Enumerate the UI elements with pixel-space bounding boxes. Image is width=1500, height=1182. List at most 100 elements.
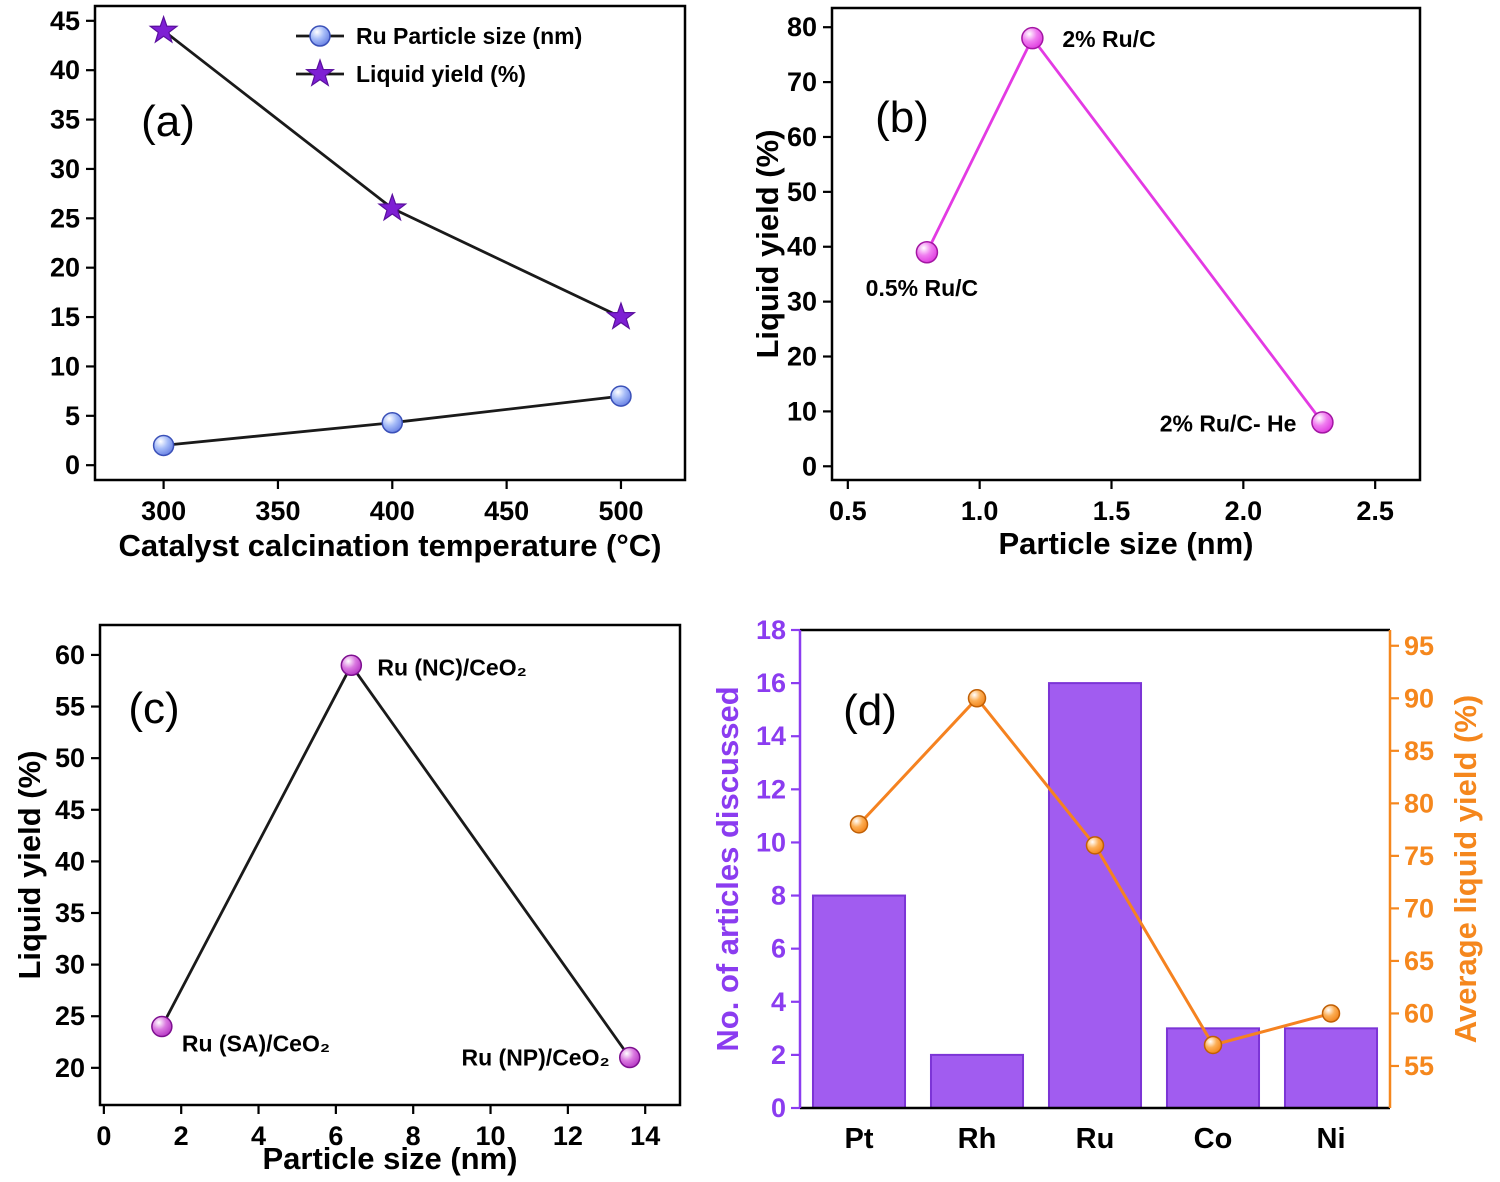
- left-tick-label: 4: [771, 987, 786, 1017]
- y-tick-label: 20: [55, 1053, 85, 1083]
- legend-label: Liquid yield (%): [356, 61, 526, 87]
- x-tick-label: 10: [476, 1121, 506, 1151]
- x-axis-title: Particle size (nm): [263, 1141, 518, 1176]
- right-tick-label: 60: [1404, 998, 1434, 1028]
- right-tick-label: 55: [1404, 1051, 1434, 1081]
- right-tick-label: 65: [1404, 946, 1434, 976]
- data-point-annotation: 2% Ru/C- He: [1160, 410, 1297, 436]
- category-label: Rh: [958, 1123, 997, 1155]
- panel-label: (c): [128, 684, 179, 733]
- right-tick-label: 80: [1404, 788, 1434, 818]
- y-tick-label: 35: [55, 898, 85, 928]
- sphere-marker: [151, 1015, 173, 1038]
- left-tick-label: 6: [771, 934, 786, 964]
- y-tick-label: 40: [787, 232, 817, 262]
- panel-d: 0 2 4 6 8 10 12 14 16 18 55 60 65 70 75 80 85 90 95 Pt Rh Ru C…: [710, 615, 1483, 1155]
- bar: [811, 894, 907, 1109]
- x-tick-label: 450: [484, 496, 529, 526]
- y-tick-label: 0: [802, 451, 817, 481]
- panel-b: 0.5 1.0 1.5 2.0 2.5 0 10 20 30 40 50 60 70 80 Particle…: [750, 6, 1422, 561]
- category-label: Pt: [845, 1123, 874, 1155]
- sphere-marker: [915, 240, 939, 264]
- sphere-marker: [381, 411, 404, 434]
- bar: [1047, 682, 1143, 1109]
- series-line: [160, 663, 631, 1059]
- sphere-marker: [1311, 411, 1334, 434]
- sphere-marker: [618, 1046, 641, 1069]
- y-tick-label: 55: [55, 692, 85, 722]
- y-tick-label: 5: [65, 401, 80, 431]
- sphere-marker: [1321, 1004, 1341, 1023]
- bar: [929, 1053, 1025, 1109]
- y-tick-label: 20: [787, 342, 817, 372]
- left-tick-label: 12: [756, 774, 786, 804]
- x-tick-label: 400: [370, 496, 415, 526]
- left-tick-label: 16: [756, 668, 786, 698]
- right-tick-label: 85: [1404, 736, 1434, 766]
- sphere-marker: [340, 654, 363, 677]
- right-tick-label: 90: [1404, 683, 1434, 713]
- sphere-marker: [610, 385, 632, 407]
- right-tick-label: 95: [1404, 631, 1434, 661]
- x-tick-label: 500: [598, 496, 643, 526]
- left-tick-label: 2: [771, 1040, 786, 1070]
- sphere-marker: [849, 815, 869, 834]
- y-tick-label: 25: [50, 203, 80, 233]
- y-tick-label: 80: [787, 12, 817, 42]
- y-axis-title: Liquid yield (%): [12, 750, 47, 979]
- y-tick-label: 20: [50, 253, 80, 283]
- y-tick-label: 35: [50, 105, 80, 135]
- y-tick-label: 60: [55, 640, 85, 670]
- star-marker: [304, 58, 336, 87]
- x-tick-label: 1.5: [1093, 496, 1131, 526]
- sphere-marker: [1085, 836, 1105, 855]
- x-tick-label: 350: [255, 496, 300, 526]
- x-tick-label: 6: [328, 1121, 343, 1151]
- sphere-marker: [152, 434, 175, 457]
- star-marker: [148, 14, 179, 44]
- y-axis-title: Liquid yield (%): [750, 129, 785, 358]
- x-tick-label: 2: [174, 1121, 189, 1151]
- x-axis-title: Particle size (nm): [999, 526, 1254, 561]
- y-tick-label: 30: [55, 950, 85, 980]
- right-axis-title: Average liquid yield (%): [1448, 695, 1483, 1044]
- x-tick-label: 0.5: [829, 496, 867, 526]
- y-tick-label: 0: [65, 450, 80, 480]
- x-tick-label: 300: [141, 496, 186, 526]
- data-point-annotation: Ru (NP)/CeO₂: [461, 1045, 609, 1071]
- y-tick-label: 25: [55, 1001, 85, 1031]
- panel-a: 300 350 400 450 500 0 5 10 15 20 25 30 35 40 45 Catalys…: [50, 4, 687, 563]
- x-tick-label: 14: [630, 1121, 660, 1151]
- x-tick-label: 1.0: [961, 496, 999, 526]
- left-axis-title: No. of articles discussed: [710, 686, 745, 1051]
- panel-label: (b): [875, 93, 929, 142]
- plot-frame: [830, 6, 1422, 482]
- y-tick-label: 45: [50, 6, 80, 36]
- data-point-annotation: 0.5% Ru/C: [866, 275, 978, 301]
- data-point-annotation: Ru (NC)/CeO₂: [377, 654, 527, 680]
- left-tick-label: 18: [756, 615, 786, 645]
- left-tick-label: 14: [756, 721, 786, 751]
- y-tick-label: 30: [50, 154, 80, 184]
- sphere-marker: [1203, 1035, 1223, 1055]
- legend-label: Ru Particle size (nm): [356, 23, 582, 49]
- panel-c: 0 2 4 6 8 10 12 14 20 25 30 35 40 45 50 55 60 Particle si…: [12, 623, 682, 1176]
- y-tick-label: 45: [55, 795, 85, 825]
- right-tick-label: 70: [1404, 893, 1434, 923]
- x-tick-label: 2.5: [1356, 496, 1394, 526]
- bar: [1283, 1027, 1379, 1110]
- y-tick-label: 15: [50, 302, 80, 332]
- panel-label: (d): [843, 686, 897, 735]
- star-marker: [605, 301, 637, 330]
- x-tick-label: 0: [96, 1121, 111, 1151]
- y-tick-label: 40: [55, 846, 85, 876]
- left-tick-label: 8: [771, 881, 786, 911]
- y-tick-label: 60: [787, 122, 817, 152]
- right-tick-label: 75: [1404, 841, 1434, 871]
- y-tick-label: 40: [50, 55, 80, 85]
- y-tick-label: 50: [787, 177, 817, 207]
- left-tick-label: 10: [756, 827, 786, 857]
- y-tick-label: 70: [787, 67, 817, 97]
